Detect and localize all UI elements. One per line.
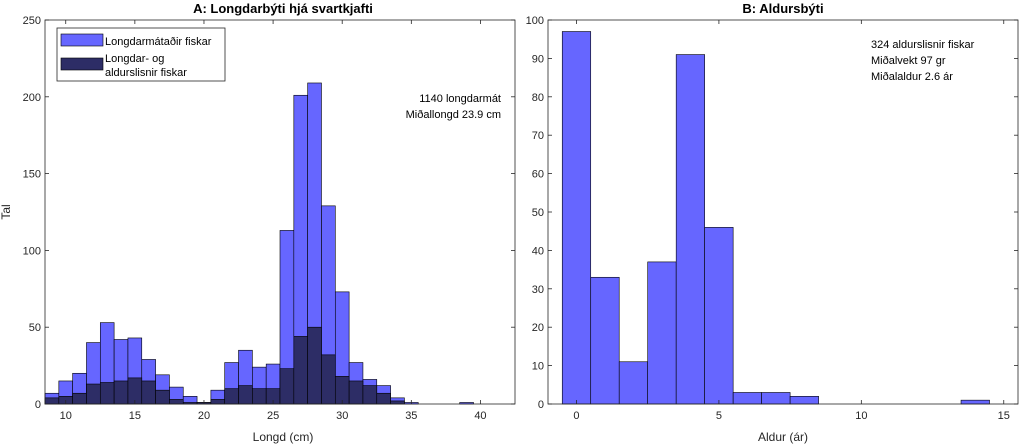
annotation-count-a: 1140 longdarmát [419, 93, 501, 105]
y-tick-label: 250 [23, 15, 41, 27]
bar-length-and-age [141, 380, 156, 405]
bar-length-and-age [99, 382, 115, 405]
x-tick-label: 25 [267, 410, 279, 422]
bar-length-and-age [348, 380, 364, 405]
y-tick-label: 50 [532, 207, 544, 219]
bar-age [761, 392, 791, 405]
bar-length-and-age [155, 389, 170, 405]
annotation-mean-age: Miðalaldur 2.6 ár [871, 71, 953, 83]
bar-length-and-age [376, 392, 391, 405]
x-tick-label: 20 [198, 410, 210, 422]
ticks-b: 0 5 10 15 0 10 20 30 40 50 60 70 80 90 100 [526, 15, 1018, 422]
y-tick-label: 40 [532, 245, 544, 257]
chart-title-b: B: Aldursbýti [742, 1, 823, 16]
chart-title-a: A: Longdarbýti hjá svartkjafti [193, 1, 373, 16]
x-tick-label: 5 [716, 410, 722, 422]
length-distribution-chart: 10 15 20 25 30 35 40 0 50 100 150 200 250 A: Longdar… [0, 1, 516, 444]
bar-length-and-age [210, 399, 226, 405]
y-tick-label: 80 [532, 92, 544, 104]
y-tick-label: 100 [23, 245, 41, 257]
bar-age [789, 396, 819, 405]
bar-length-and-age [169, 399, 184, 405]
bar-length-and-age [279, 368, 295, 405]
y-tick-label: 90 [532, 53, 544, 65]
bar-length-and-age [72, 392, 87, 405]
age-distribution-chart: 0 5 10 15 0 10 20 30 40 50 60 70 80 90 100 B: Aldursbý… [526, 1, 1019, 444]
y-tick-label: 100 [526, 15, 544, 27]
annotation-count-b: 324 aldurslisnir fiskar [871, 39, 975, 51]
bar-length-and-age [113, 380, 129, 405]
y-tick-label: 200 [23, 92, 41, 104]
y-tick-label: 50 [29, 322, 41, 334]
bars-length-and-age [44, 326, 405, 405]
bar-length-and-age [307, 326, 322, 405]
bar-length-and-age [334, 376, 350, 405]
bar-age [647, 261, 677, 405]
bar-length-and-age [44, 397, 60, 405]
bar-length-and-age [224, 388, 239, 405]
y-tick-label: 30 [532, 284, 544, 296]
ticks-a: 10 15 20 25 30 35 40 0 50 100 150 200 250 [23, 15, 515, 422]
y-tick-label: 0 [35, 399, 41, 411]
legend-label-length-measured: Longdarmátaðir fiskar [105, 36, 212, 48]
legend-label-length-and-age-line1: Longdar- og [105, 53, 164, 65]
legend: Longdarmátaðir fiskar Longdar- og aldurs… [56, 27, 226, 82]
legend-swatch-length-measured [60, 33, 104, 47]
x-tick-label: 10 [60, 410, 72, 422]
bar-age [704, 227, 734, 405]
bar-length-and-age [293, 336, 308, 405]
x-tick-label: 15 [998, 410, 1010, 422]
x-tick-label: 35 [405, 410, 417, 422]
bars-length-measured [44, 82, 474, 405]
bar-age [960, 399, 990, 405]
y-tick-label: 10 [532, 361, 544, 373]
bar-length-and-age [362, 385, 378, 405]
bar-length-and-age [252, 388, 267, 405]
bar-age [675, 54, 705, 405]
y-tick-label: 0 [538, 399, 544, 411]
bar-age [561, 31, 592, 405]
annotation-mean-weight: Miðalvekt 97 gr [871, 55, 946, 67]
bar-age [618, 361, 648, 405]
legend-swatch-length-and-age [60, 57, 104, 71]
bar-length-and-age [321, 354, 336, 405]
y-tick-label: 70 [532, 130, 544, 142]
y-tick-label: 150 [23, 169, 41, 181]
y-tick-label: 20 [532, 322, 544, 334]
bar-length-and-age [390, 400, 405, 405]
axes-box-a [44, 19, 516, 405]
bar-age [732, 392, 762, 405]
x-tick-label: 30 [336, 410, 348, 422]
y-axis-label-a: Tal [0, 204, 13, 219]
x-axis-label-a: Longd (cm) [253, 430, 314, 444]
legend-label-length-and-age-line2: aldurslisnir fiskar [105, 67, 187, 79]
bar-length-and-age [86, 383, 101, 405]
x-tick-label: 0 [573, 410, 579, 422]
bar-length-and-age [238, 385, 253, 405]
x-tick-label: 40 [474, 410, 486, 422]
x-axis-label-b: Aldur (ár) [758, 430, 808, 444]
y-tick-label: 60 [532, 169, 544, 181]
plot-area-b [548, 20, 1018, 404]
x-tick-label: 10 [855, 410, 867, 422]
annotation-mean-length: Miðallongd 23.9 cm [406, 109, 501, 121]
x-tick-label: 15 [129, 410, 141, 422]
bar-age [590, 276, 620, 405]
